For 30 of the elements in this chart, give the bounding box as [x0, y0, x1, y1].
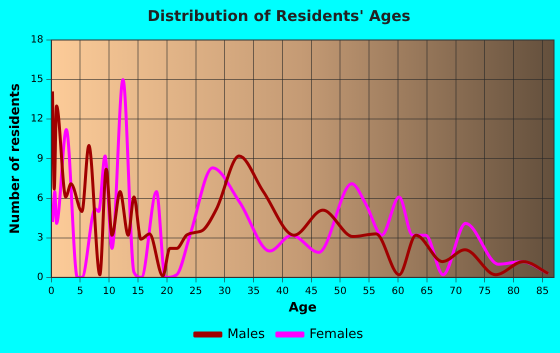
x-tick-label: 5: [77, 286, 84, 297]
x-tick-label: 0: [48, 286, 55, 297]
x-tick-label: 70: [449, 286, 462, 297]
x-tick-label: 10: [102, 286, 116, 297]
x-tick-label: 40: [276, 286, 289, 297]
x-tick-label: 35: [247, 286, 260, 297]
chart-title: Distribution of Residents' Ages: [148, 6, 411, 25]
x-tick-label: 50: [334, 286, 347, 297]
x-tick-label: 55: [362, 286, 376, 297]
x-tick-label: 30: [218, 286, 232, 297]
x-tick-label: 85: [536, 286, 549, 297]
x-tick-label: 80: [507, 286, 520, 297]
y-tick-label: 6: [36, 192, 44, 204]
y-axis-title: Number of residents: [8, 83, 24, 234]
y-tick-label: 18: [30, 34, 44, 46]
x-tick-label: 60: [392, 286, 404, 297]
legend-label: Females: [309, 326, 364, 342]
legend-label: Males: [227, 326, 266, 342]
x-tick-label: 20: [160, 286, 174, 297]
x-tick-label: 75: [478, 286, 492, 297]
y-tick-label: 0: [36, 272, 44, 283]
x-axis-title: Age: [288, 300, 317, 316]
x-tick-label: 45: [304, 286, 318, 297]
x-tick-label: 15: [132, 286, 144, 297]
x-tick-label: 65: [420, 286, 434, 297]
y-tick-label: 9: [36, 153, 44, 164]
y-tick-label: 3: [36, 232, 44, 244]
x-tick-label: 25: [189, 286, 202, 297]
y-tick-label: 15: [30, 74, 44, 86]
y-tick-label: 12: [30, 114, 44, 125]
